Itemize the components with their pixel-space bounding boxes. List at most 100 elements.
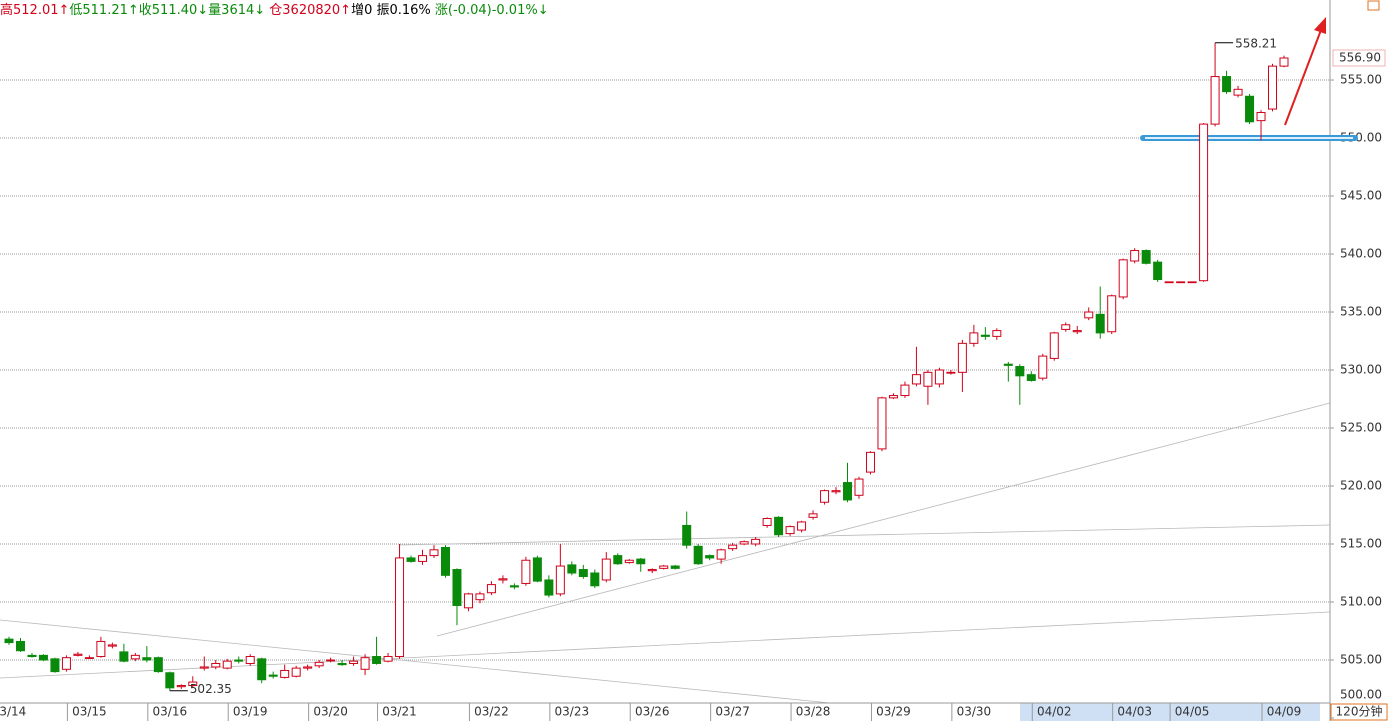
last-price-box <box>1332 49 1386 67</box>
candle-body <box>188 681 198 687</box>
candle-body <box>165 672 175 689</box>
candle-body <box>27 654 37 658</box>
candle-body <box>865 451 875 473</box>
candle-body <box>452 569 462 606</box>
candle-body <box>578 569 588 577</box>
candle-body <box>257 658 267 681</box>
candle-body <box>303 666 313 669</box>
x-tick-label: 04/03 <box>1117 705 1152 719</box>
candle-body <box>670 565 680 569</box>
y-tick-label: 545.00 <box>1340 189 1382 203</box>
y-tick-label: 530.00 <box>1340 363 1382 377</box>
candle-body <box>234 659 244 662</box>
candle-body <box>1164 281 1174 284</box>
candle-body <box>934 369 944 385</box>
candle-body <box>601 558 611 581</box>
candle-body <box>245 656 255 664</box>
candle-body <box>590 572 600 587</box>
candle-body <box>222 660 232 669</box>
candle-body <box>176 685 186 688</box>
candle-body <box>130 654 140 660</box>
candle-body <box>1141 250 1151 264</box>
candle-body <box>797 521 807 531</box>
candle-body <box>923 371 933 387</box>
x-axis-band <box>0 703 1330 721</box>
header-item: 涨(-0.04)-0.01%↓ <box>435 3 549 18</box>
candle-body <box>762 517 772 526</box>
candle-body <box>728 544 738 550</box>
candle-body <box>877 397 887 450</box>
header: 高512.01↑低511.21↑收511.40↓量3614↓ 仓3620820↑… <box>0 2 549 18</box>
candle-body <box>119 651 129 662</box>
x-tick-label: 03/26 <box>635 705 670 719</box>
candle-body <box>440 546 450 576</box>
candle-body <box>843 482 853 501</box>
candle-body <box>716 549 726 560</box>
x-tick-label: 03/14 <box>0 705 26 719</box>
x-tick-label: 03/16 <box>153 705 188 719</box>
window-icon[interactable] <box>1367 0 1380 11</box>
x-tick-label: 03/19 <box>233 705 268 719</box>
period-label[interactable]: 120分钟 <box>1336 704 1383 719</box>
trend-line <box>0 611 1331 679</box>
candle-body <box>1233 88 1243 96</box>
candle-body <box>418 555 428 562</box>
period-box[interactable] <box>1330 703 1388 721</box>
candle-body <box>475 593 485 601</box>
candle-body <box>15 640 25 652</box>
candle-body <box>1026 374 1036 381</box>
candle-body <box>486 584 496 594</box>
candle-body <box>1061 324 1071 330</box>
candle-body <box>820 490 830 503</box>
candle-body <box>1153 261 1163 281</box>
header-item: 增0 <box>351 3 376 18</box>
candle-body <box>613 555 623 565</box>
x-tick-label: 04/05 <box>1175 705 1210 719</box>
x-tick-label: 04/09 <box>1267 705 1302 719</box>
candle-body <box>280 669 290 678</box>
candle-body <box>532 557 542 582</box>
x-tick-label: 03/21 <box>382 705 417 719</box>
candle-body <box>38 654 48 661</box>
candle-body <box>693 545 703 565</box>
red-arrow <box>1284 17 1326 126</box>
candle-body <box>1118 259 1128 298</box>
header-item: 收511.40↓ <box>139 3 208 18</box>
candle-body <box>854 478 864 496</box>
trend-line <box>0 619 831 704</box>
candle-body <box>1084 311 1094 319</box>
x-tick-label: 03/22 <box>474 705 509 719</box>
header-item: 量3614↓ <box>208 3 269 18</box>
candle-body <box>1015 366 1025 377</box>
candle-body <box>1003 363 1013 366</box>
candle-body <box>429 549 439 557</box>
candle-body <box>521 559 531 584</box>
candle-body <box>406 557 416 562</box>
candle-body <box>1210 76 1220 125</box>
candle-body <box>544 579 554 596</box>
candle-body <box>636 558 646 565</box>
candle-body <box>1038 355 1048 379</box>
x-tick-label: 04/02 <box>1037 705 1072 719</box>
candle-body <box>1130 250 1140 262</box>
candle-body <box>751 538 761 545</box>
candle-body <box>337 662 347 666</box>
y-tick-label: 515.00 <box>1340 537 1382 551</box>
candle-body <box>1107 295 1117 333</box>
header-item: 高512.01↑ <box>0 2 69 18</box>
x-tick-label: 03/27 <box>715 705 750 719</box>
candle-body <box>463 593 473 609</box>
candle-body <box>383 656 393 662</box>
candle-body <box>211 662 221 668</box>
candle-body <box>567 564 577 574</box>
candle-body <box>395 557 405 658</box>
trend-line <box>399 524 1331 546</box>
candle-body <box>682 524 692 546</box>
y-tick-label: 535.00 <box>1340 305 1382 319</box>
candle-body <box>969 332 979 344</box>
header-item: 振0.16% <box>376 3 434 18</box>
y-tick-label: 525.00 <box>1340 421 1382 435</box>
header-item: 低511.21↑ <box>69 3 138 18</box>
candle-body <box>957 342 967 373</box>
